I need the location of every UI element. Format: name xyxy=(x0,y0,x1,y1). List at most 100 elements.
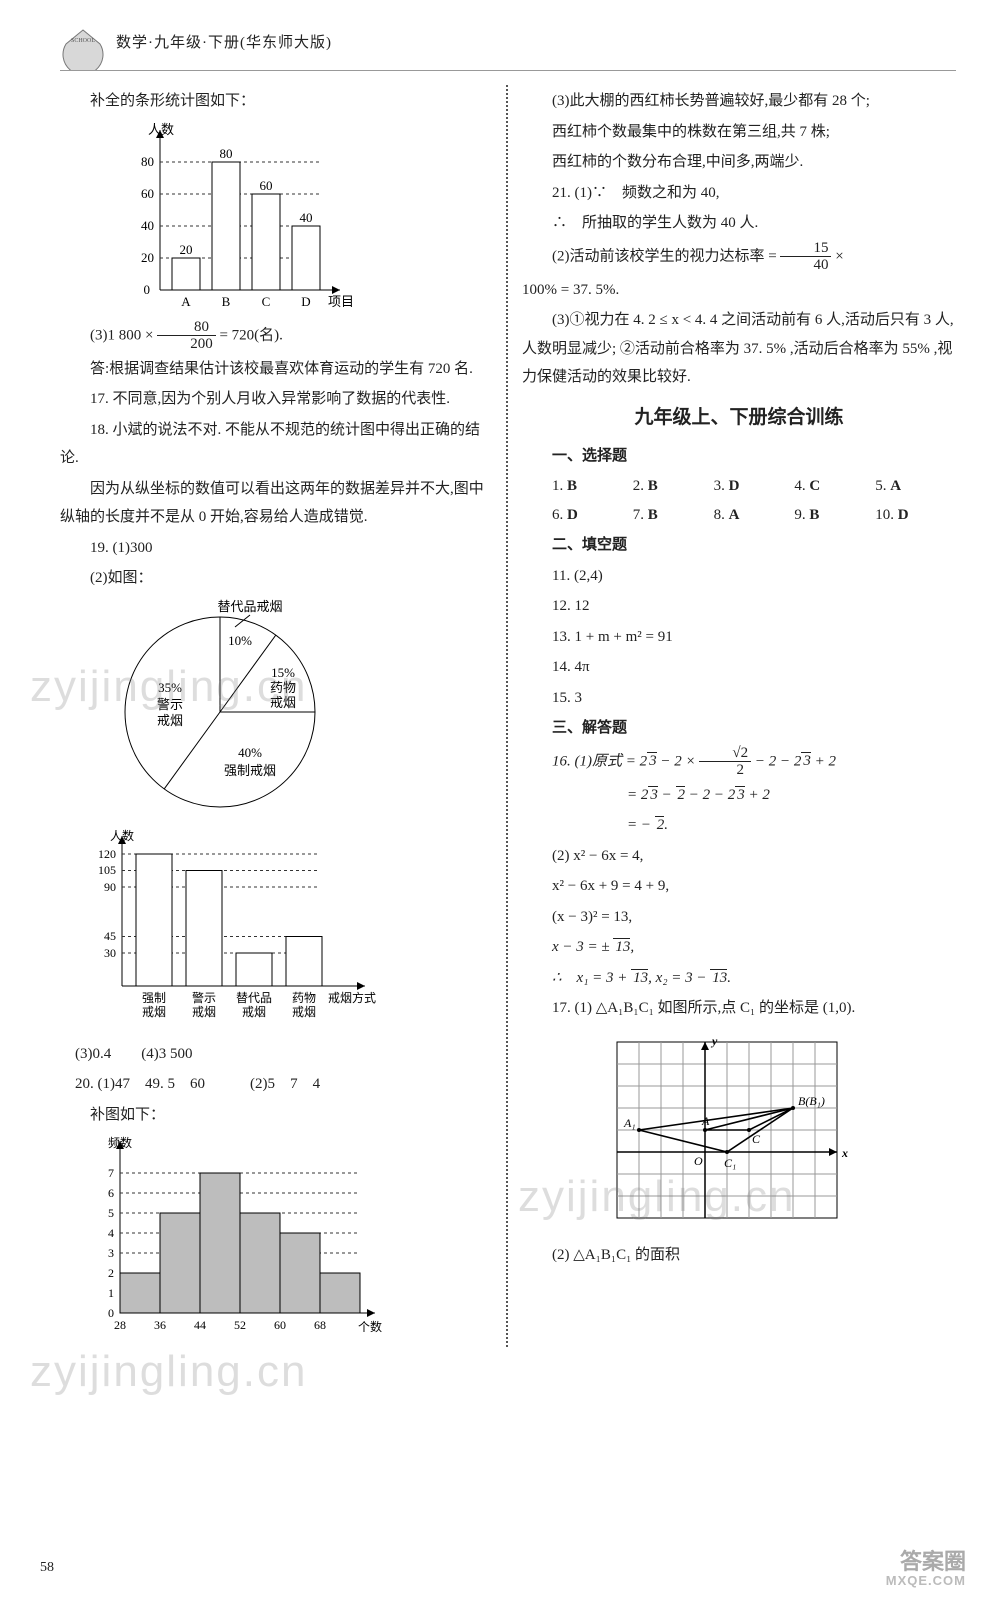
svg-text:60: 60 xyxy=(260,178,273,193)
text-line: 12. 12 xyxy=(522,592,956,621)
page-number: 58 xyxy=(40,1555,54,1582)
svg-text:120: 120 xyxy=(98,847,116,861)
svg-text:0: 0 xyxy=(144,282,151,297)
subheading: 二、填空题 xyxy=(522,531,956,560)
svg-text:68: 68 xyxy=(314,1318,326,1332)
text-line: 17. (1) △A₁B₁C₁ 如图所示,点 C₁ 的坐标是 (1,0). xyxy=(522,994,956,1023)
text-line: 15. 3 xyxy=(522,684,956,713)
text-line: 21. (1)∵ 频数之和为 40, xyxy=(522,179,956,208)
svg-text:SCHOOL: SCHOOL xyxy=(71,38,95,44)
text-line: 13. 1 + m + m² = 91 xyxy=(522,623,956,652)
svg-text:药物: 药物 xyxy=(270,680,296,695)
svg-text:C: C xyxy=(262,294,271,309)
text-line: ∴ 所抽取的学生人数为 40 人. xyxy=(522,209,956,238)
text-line: 补全的条形统计图如下： xyxy=(60,87,494,116)
right-column: (3)此大棚的西红柿长势普遍较好,最少都有 28 个; 西红柿个数最集中的株数在… xyxy=(506,85,956,1347)
svg-text:戒烟: 戒烟 xyxy=(192,1005,216,1019)
svg-text:40: 40 xyxy=(141,218,154,233)
text-line: 18. 小斌的说法不对. 不能从不规范的统计图中得出正确的结论. xyxy=(60,416,494,473)
svg-text:B: B xyxy=(222,294,231,309)
svg-text:替代品: 替代品 xyxy=(236,991,272,1005)
math-line: ∴ x₁ = 3 + 13, x₂ = 3 − 13. xyxy=(522,964,956,993)
svg-text:5: 5 xyxy=(108,1206,114,1220)
subheading: 一、选择题 xyxy=(522,442,956,471)
svg-text:C₁: C₁ xyxy=(724,1156,736,1170)
math-line: (2) x² − 6x = 4, xyxy=(522,842,956,871)
text-line: 西红柿个数最集中的株数在第三组,共 7 株; xyxy=(522,118,956,147)
svg-text:1: 1 xyxy=(108,1286,114,1300)
svg-text:40%: 40% xyxy=(238,745,262,760)
math-line: = − 2. xyxy=(522,811,956,840)
watermark-brand: 答案圈 MXQE.COM xyxy=(886,1550,966,1588)
coordinate-grid-figure: x y O A B(B₁) C A₁ C₁ xyxy=(602,1027,852,1237)
svg-text:44: 44 xyxy=(194,1318,206,1332)
text-line: 14. 4π xyxy=(522,653,956,682)
svg-text:20: 20 xyxy=(180,242,193,257)
header-title: 数学·九年级·下册(华东师大版) xyxy=(116,29,332,58)
two-column-layout: 补全的条形统计图如下： 人数 项目 0 20 40 60 80 xyxy=(60,85,956,1347)
svg-text:A: A xyxy=(701,1114,710,1128)
text-line: (3)0.4 (4)3 500 xyxy=(60,1040,494,1069)
svg-text:x: x xyxy=(841,1146,848,1160)
svg-text:C: C xyxy=(752,1132,761,1146)
svg-text:警示: 警示 xyxy=(157,697,183,712)
svg-text:35%: 35% xyxy=(158,680,182,695)
text-line: 因为从纵坐标的数值可以看出这两年的数据差异并不大,图中纵轴的长度并不是从 0 开… xyxy=(60,475,494,532)
text-line: (2)如图： xyxy=(60,564,494,593)
svg-text:药物: 药物 xyxy=(292,991,316,1005)
svg-text:40: 40 xyxy=(300,210,313,225)
svg-text:警示: 警示 xyxy=(192,990,216,1005)
text-line: 补图如下： xyxy=(60,1101,494,1130)
svg-text:20: 20 xyxy=(141,250,154,265)
svg-text:y: y xyxy=(710,1034,718,1048)
text-line: 11. (2,4) xyxy=(522,562,956,591)
svg-text:戒烟: 戒烟 xyxy=(142,1005,166,1019)
svg-text:替代品戒烟: 替代品戒烟 xyxy=(217,599,282,614)
svg-text:B(B₁): B(B₁) xyxy=(798,1094,825,1108)
subheading: 三、解答题 xyxy=(522,714,956,743)
svg-text:15%: 15% xyxy=(271,665,295,680)
text-line: (3)此大棚的西红柿长势普遍较好,最少都有 28 个; xyxy=(522,87,956,116)
bar-chart-2: 人数 戒烟方式 30 45 90 105 120 xyxy=(80,826,380,1036)
text-line: (2)活动前该校学生的视力达标率 = 1540 × xyxy=(522,240,956,274)
svg-text:戒烟: 戒烟 xyxy=(270,695,296,710)
answer-row: 1. B2. B 3. D4. C 5. A xyxy=(522,472,956,501)
text-line: 100% = 37. 5%. xyxy=(522,276,956,305)
svg-text:45: 45 xyxy=(104,929,116,943)
svg-text:人数: 人数 xyxy=(110,828,134,843)
left-column: 补全的条形统计图如下： 人数 项目 0 20 40 60 80 xyxy=(60,85,506,1347)
school-logo-icon: SCHOOL xyxy=(60,20,106,66)
text-line: 西红柿的个数分布合理,中间多,两端少. xyxy=(522,148,956,177)
svg-text:戒烟: 戒烟 xyxy=(242,1005,266,1019)
svg-text:D: D xyxy=(301,294,310,309)
text-line: 答:根据调查结果估计该校最喜欢体育运动的学生有 720 名. xyxy=(60,355,494,384)
section-title: 九年级上、下册综合训练 xyxy=(522,400,956,436)
svg-text:7: 7 xyxy=(108,1166,114,1180)
svg-text:强制: 强制 xyxy=(142,991,166,1005)
text-line: (2) △A₁B₁C₁ 的面积 xyxy=(522,1241,956,1270)
text-line: 17. 不同意,因为个别人月收入异常影响了数据的代表性. xyxy=(60,385,494,414)
svg-text:80: 80 xyxy=(141,154,154,169)
svg-text:3: 3 xyxy=(108,1246,114,1260)
math-line: x² − 6x + 9 = 4 + 9, xyxy=(522,872,956,901)
svg-text:A₁: A₁ xyxy=(623,1116,636,1130)
text-line: 20. (1)47 49. 5 60 (2)5 7 4 xyxy=(60,1070,494,1099)
svg-text:36: 36 xyxy=(154,1318,166,1332)
bar-chart-1: 人数 项目 0 20 40 60 80 20 A 80 B xyxy=(120,120,360,315)
math-line: = 23 − 2 − 2 − 23 + 2 xyxy=(522,781,956,810)
svg-text:60: 60 xyxy=(141,186,154,201)
svg-text:28: 28 xyxy=(114,1318,126,1332)
svg-text:10%: 10% xyxy=(228,633,252,648)
math-line: 16. (1)原式 = 23 − 2 × √22 − 2 − 23 + 2 xyxy=(522,745,956,779)
text-line: (3)1 800 × 80200 = 720(名). xyxy=(60,319,494,353)
text-line: (3)①视力在 4. 2 ≤ x < 4. 4 之间活动前有 6 人,活动后只有… xyxy=(522,306,956,392)
svg-text:6: 6 xyxy=(108,1186,114,1200)
svg-text:强制戒烟: 强制戒烟 xyxy=(224,763,276,778)
svg-text:人数: 人数 xyxy=(148,122,174,137)
svg-text:2: 2 xyxy=(108,1266,114,1280)
svg-text:90: 90 xyxy=(104,880,116,894)
svg-text:O: O xyxy=(694,1154,703,1168)
svg-text:105: 105 xyxy=(98,863,116,877)
svg-text:戒烟: 戒烟 xyxy=(157,713,183,728)
svg-text:戒烟: 戒烟 xyxy=(292,1005,316,1019)
